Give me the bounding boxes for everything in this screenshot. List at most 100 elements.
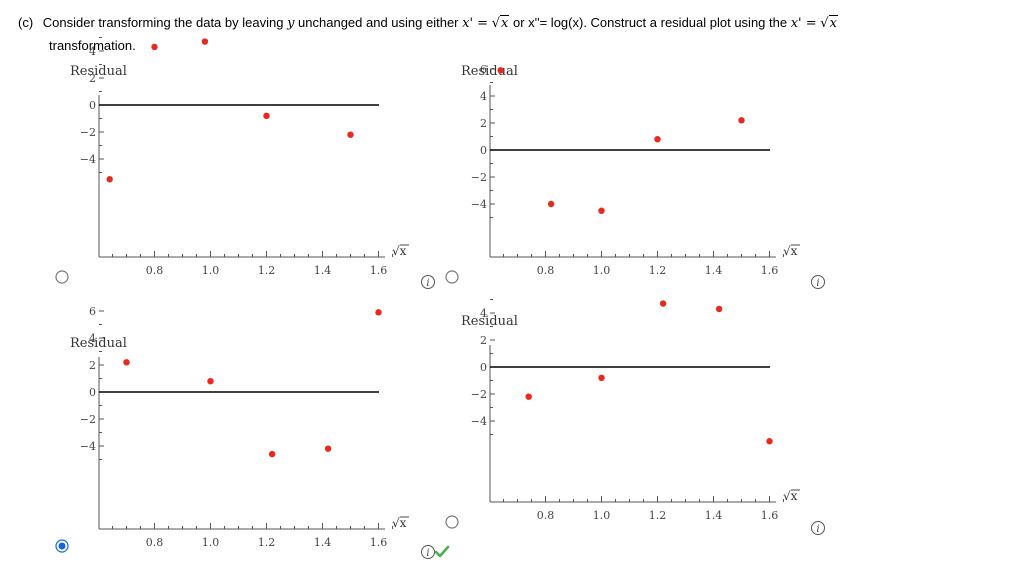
data-point (738, 117, 745, 124)
radio-outer (445, 515, 459, 529)
data-point (598, 207, 605, 214)
x-tick-label: 0.8 (537, 264, 555, 277)
radio-dot (58, 542, 66, 550)
y-axis-title: Residual (461, 64, 518, 79)
y-tick-label: 6 (480, 63, 487, 76)
sqrt-x-expression-2: √x (820, 15, 838, 31)
info-icon-glyph: i (816, 524, 819, 535)
data-point (715, 305, 723, 313)
x-tick-label: 1.2 (258, 536, 276, 549)
option-radio-1[interactable] (55, 270, 69, 284)
data-point (207, 378, 214, 385)
x-tick-label: 1.4 (314, 536, 332, 549)
residual-plot-3: Residual 6 4 2 0 −2 −4 0.8 1.0 1.2 1.4 1.6 √x (70, 305, 409, 549)
y-tick-label: 6 (89, 305, 96, 318)
option-radio-3[interactable] (55, 539, 69, 553)
option-radio-2[interactable] (445, 270, 459, 284)
y-axis-title: Residual (70, 64, 127, 79)
info-icon-circle (421, 275, 435, 289)
x-axis-title: √x (783, 244, 798, 258)
info-icon-circle (421, 545, 435, 559)
data-point (347, 131, 354, 138)
y-tick-label: −4 (471, 415, 487, 428)
radio-outer (445, 270, 459, 284)
info-icon[interactable]: i (421, 545, 435, 560)
y-tick-label: 0 (480, 144, 487, 157)
y-tick-label: −2 (471, 388, 487, 401)
x-tick-label: 1.4 (705, 264, 723, 277)
x-tick-label: 1.0 (202, 264, 220, 277)
x-tick-label: 1.6 (370, 264, 388, 277)
y-tick-label: −2 (471, 171, 487, 184)
x-tick-label: 1.0 (593, 509, 611, 522)
y-tick-label: 4 (89, 45, 96, 58)
y-tick-label: −4 (471, 198, 487, 211)
question-line-2: transformation. (49, 38, 136, 53)
x-tick-label: 1.4 (314, 264, 332, 277)
x-tick-label: 1.2 (649, 264, 667, 277)
data-point (598, 374, 605, 381)
info-icon[interactable]: i (811, 275, 825, 290)
option-radio-4[interactable] (445, 515, 459, 529)
x-tick-label: 1.6 (761, 264, 779, 277)
data-point (268, 450, 276, 458)
x-tick-label: 0.8 (146, 264, 164, 277)
residual-plot-1: Residual 4 2 0 −2 −4 0.8 1.0 1.2 1.4 1.6 √x (70, 37, 409, 277)
data-point (324, 445, 332, 452)
x-tick-label: 1.0 (202, 536, 220, 549)
x-tick-label: 1.0 (593, 264, 611, 277)
x-tick-label: 0.8 (537, 509, 555, 522)
y-tick-label: 4 (480, 307, 487, 320)
x-axis-title: √x (392, 516, 407, 530)
y-tick-label: 2 (89, 359, 96, 372)
y-tick-label: 2 (480, 117, 487, 130)
x-tick-label: 1.2 (258, 264, 276, 277)
y-tick-label: −2 (80, 126, 96, 139)
y-tick-label: −4 (80, 153, 96, 166)
y-tick-label: 2 (480, 334, 487, 347)
sqrt-arg: x (500, 15, 510, 31)
data-point (497, 67, 504, 74)
info-icon-glyph: i (816, 278, 819, 289)
x-tick-label: 1.6 (761, 509, 779, 522)
question-text: (c) Consider transforming the data by le… (18, 12, 1008, 57)
radio-outer (55, 270, 69, 284)
x-tick-label: 1.2 (649, 509, 667, 522)
question-text-c: or x''= log(x). Construct a residual plo… (512, 15, 788, 30)
data-point (106, 176, 113, 183)
y-tick-label: −4 (80, 440, 96, 453)
info-icon[interactable]: i (421, 275, 435, 290)
data-point (151, 43, 158, 51)
xprime-label-2: x' = (790, 16, 817, 31)
info-icon-glyph: i (426, 548, 429, 559)
data-point (375, 309, 382, 316)
y-axis-title: Residual (70, 336, 127, 351)
question-line-1: (c) Consider transforming the data by le… (18, 12, 1008, 35)
y-tick-label: 0 (480, 361, 487, 374)
y-tick-label: 4 (480, 90, 487, 103)
var-y: y (287, 16, 295, 31)
info-icon-circle (811, 275, 825, 289)
xprime-label: x' = (462, 16, 489, 31)
sqrt-x-expression: √x (491, 15, 510, 31)
y-tick-label: 4 (89, 332, 96, 345)
data-point (123, 359, 130, 366)
info-icon[interactable]: i (811, 521, 825, 536)
x-axis-title: √x (783, 489, 798, 503)
data-point (201, 38, 209, 45)
data-point (766, 438, 773, 445)
x-tick-label: 0.8 (146, 536, 164, 549)
data-point (547, 200, 555, 208)
correct-check-icon (434, 545, 450, 558)
info-icon-glyph: i (426, 278, 429, 289)
data-point (263, 112, 270, 120)
y-tick-label: 2 (89, 72, 96, 85)
question-text-b: unchanged and using either (298, 15, 459, 30)
y-axis-title: Residual (461, 314, 518, 329)
part-label: (c) (18, 15, 34, 30)
x-axis-title: √x (392, 244, 407, 258)
y-tick-label: 0 (89, 386, 96, 399)
